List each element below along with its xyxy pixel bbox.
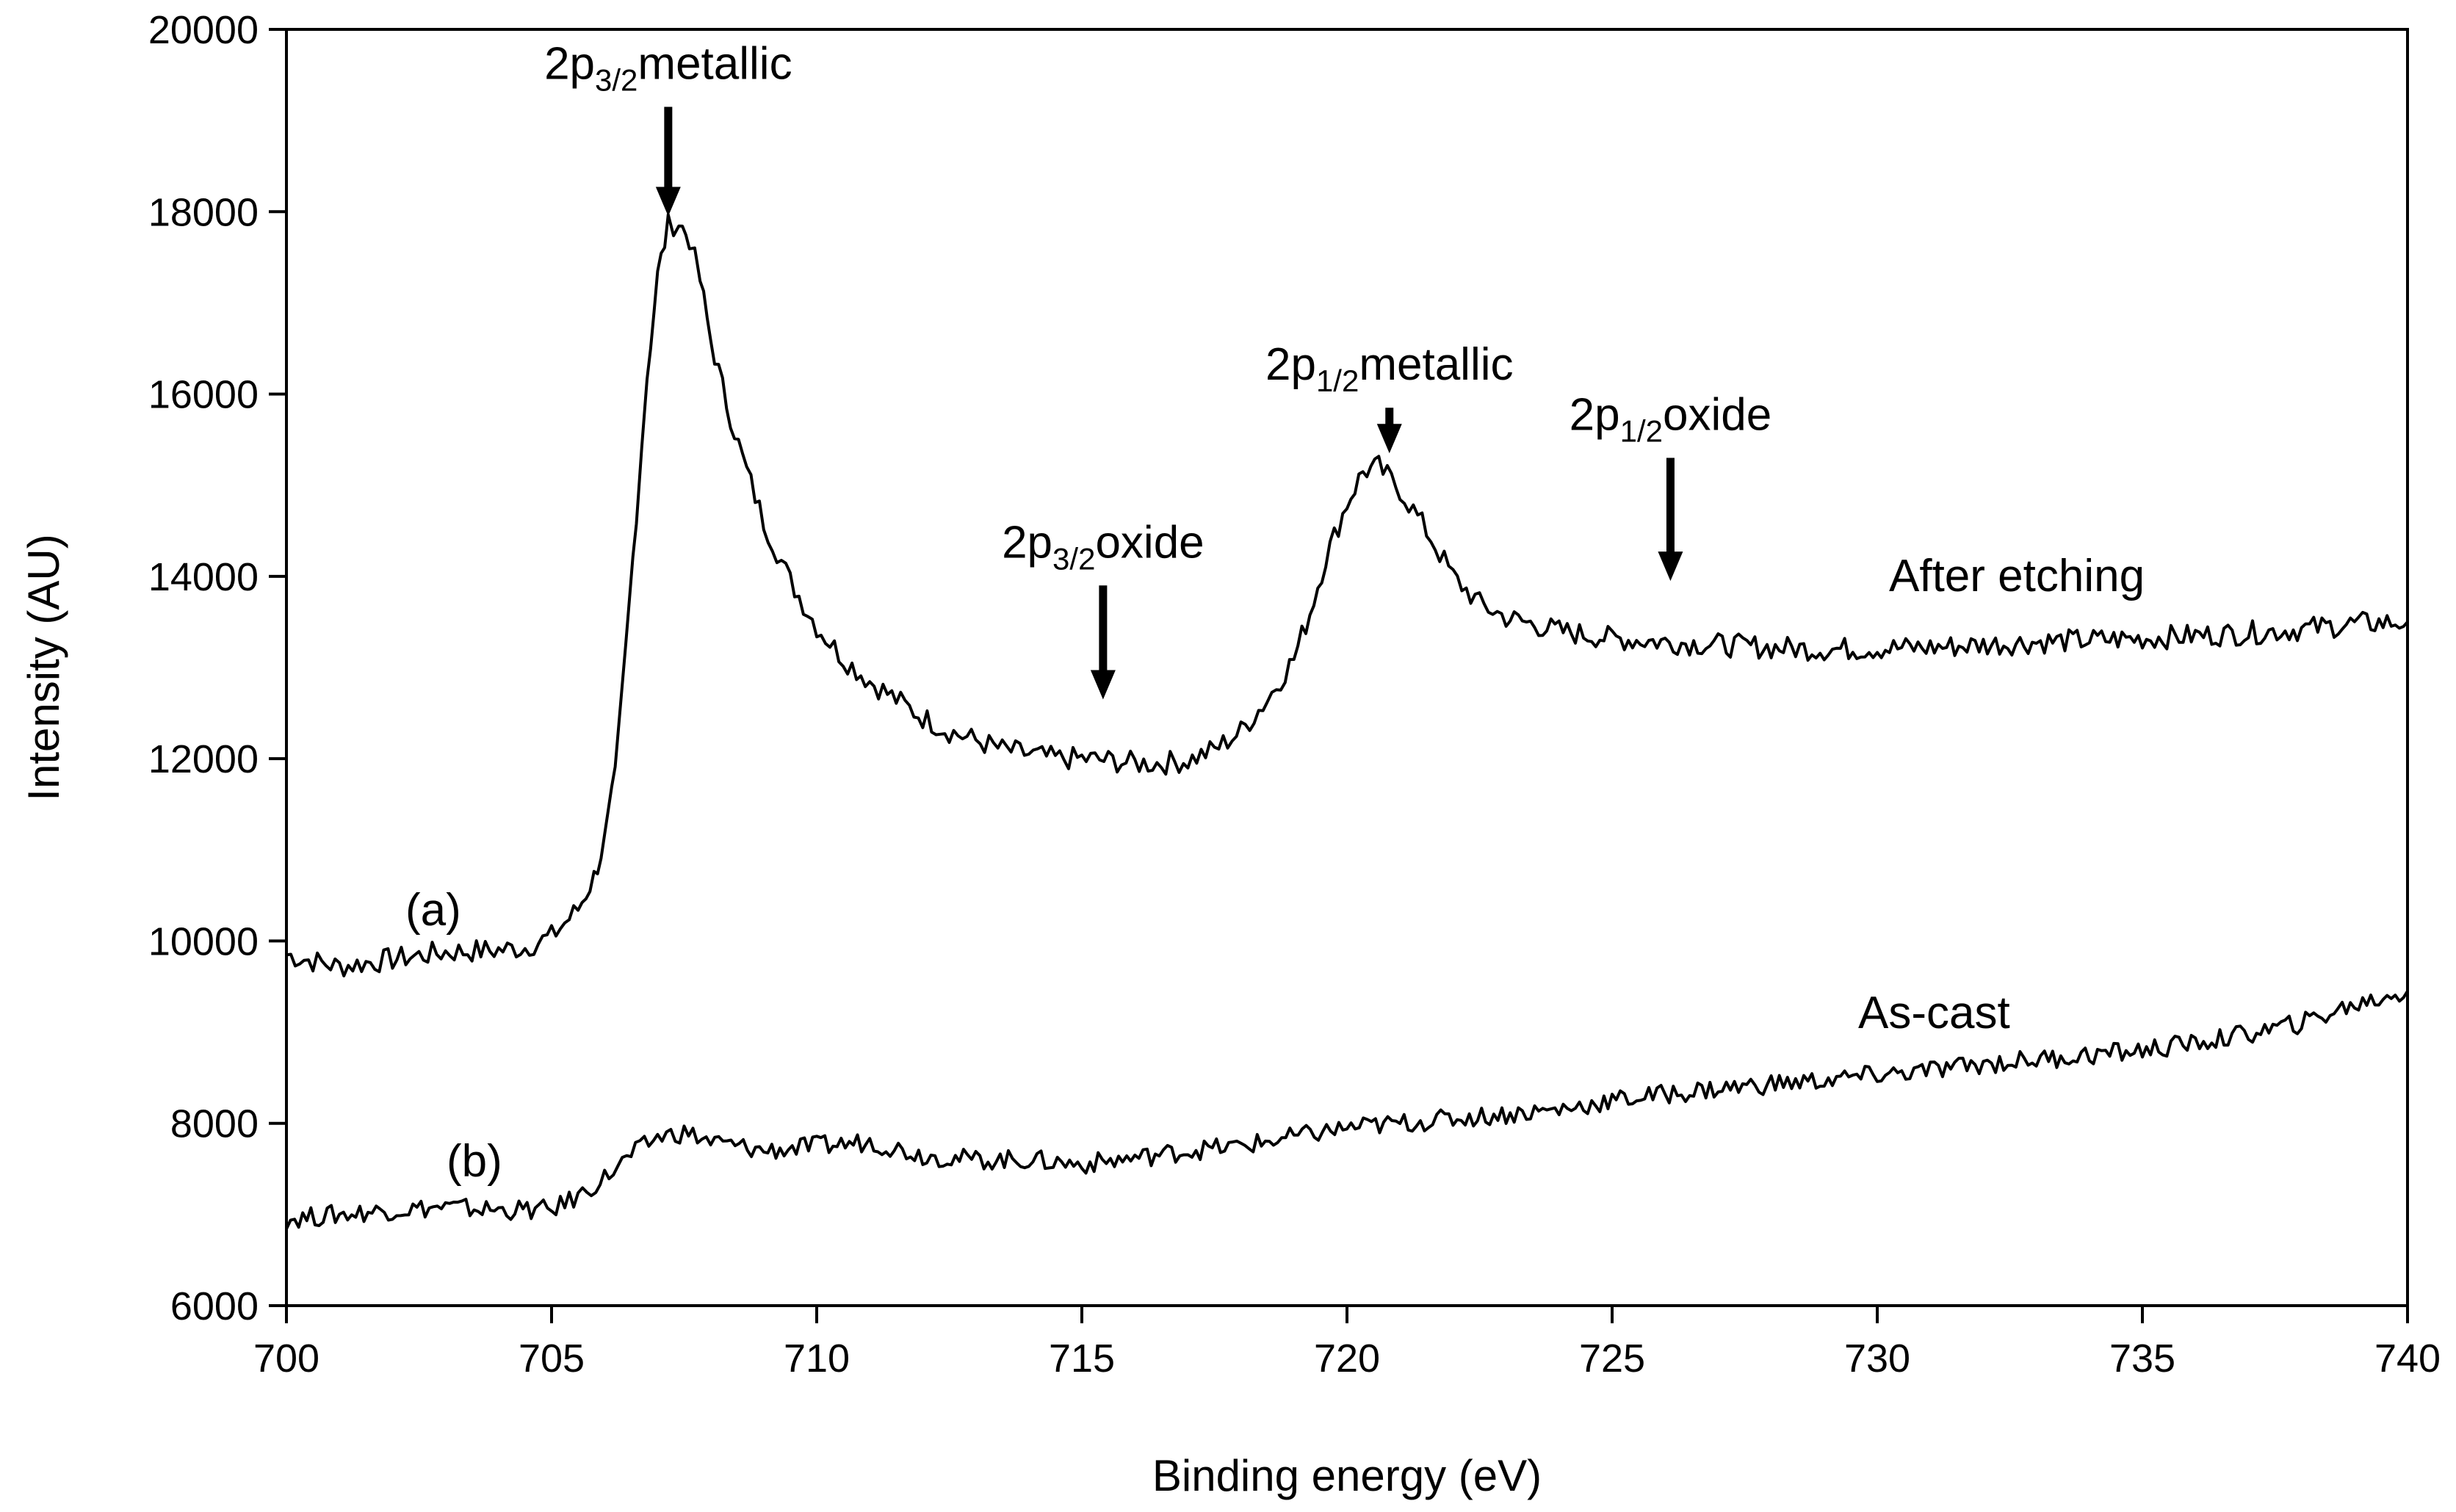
x-tick-label: 740 bbox=[2374, 1336, 2441, 1381]
series-a-tag: After etching bbox=[1889, 551, 2145, 601]
x-tick-label: 735 bbox=[2109, 1336, 2175, 1381]
annotation-arrow-head bbox=[655, 187, 681, 217]
x-tick-label: 715 bbox=[1049, 1336, 1115, 1381]
y-tick-label: 14000 bbox=[148, 555, 259, 599]
series-after-etching-line bbox=[286, 213, 2409, 977]
series-layer bbox=[285, 213, 2409, 1230]
series-a-label: (a) bbox=[405, 885, 461, 936]
series-b-tag: As-cast bbox=[1858, 988, 2010, 1038]
y-axis-title: Intensity (AU) bbox=[19, 534, 68, 800]
x-tick-label: 710 bbox=[784, 1336, 850, 1381]
x-tick-label: 725 bbox=[1579, 1336, 1645, 1381]
annotation-2p32-oxide: 2p3/2oxide bbox=[1002, 517, 1204, 576]
series-as-cast-line bbox=[285, 990, 2409, 1230]
x-tick-label: 705 bbox=[519, 1336, 585, 1381]
series-b-label: (b) bbox=[447, 1136, 502, 1187]
x-tick-label: 720 bbox=[1314, 1336, 1380, 1381]
annotation-arrow-head bbox=[1658, 551, 1683, 582]
y-tick-label: 20000 bbox=[148, 8, 259, 52]
y-tick-label: 10000 bbox=[148, 919, 259, 963]
x-axis: 700 705 710 715 720 725 730 735 740 bbox=[253, 1306, 2441, 1381]
x-tick-label: 730 bbox=[1844, 1336, 1910, 1381]
x-tick-label: 700 bbox=[253, 1336, 319, 1381]
x-axis-title: Binding energy (eV) bbox=[1152, 1451, 1542, 1500]
plot-frame bbox=[285, 28, 2409, 1307]
y-tick-label: 18000 bbox=[148, 190, 259, 234]
y-tick-label: 12000 bbox=[148, 737, 259, 781]
y-tick-label: 16000 bbox=[148, 373, 259, 417]
annotation-2p12-metallic: 2p1/2metallic bbox=[1265, 339, 1514, 398]
y-tick-label: 8000 bbox=[170, 1102, 259, 1146]
annotation-2p12-oxide: 2p1/2oxide bbox=[1570, 389, 1772, 448]
annotation-layer: 2p3/2metallic 2p1/2metallic 2p3/2oxide 2p1/… bbox=[544, 39, 1771, 700]
annotation-arrow-head bbox=[1090, 670, 1116, 700]
annotation-2p32-metallic: 2p3/2metallic bbox=[544, 39, 792, 98]
y-tick-label: 6000 bbox=[170, 1284, 259, 1328]
annotation-arrow-head bbox=[1376, 424, 1402, 454]
y-axis: 6000 8000 10000 12000 14000 16000 18000 20000 bbox=[148, 8, 286, 1328]
